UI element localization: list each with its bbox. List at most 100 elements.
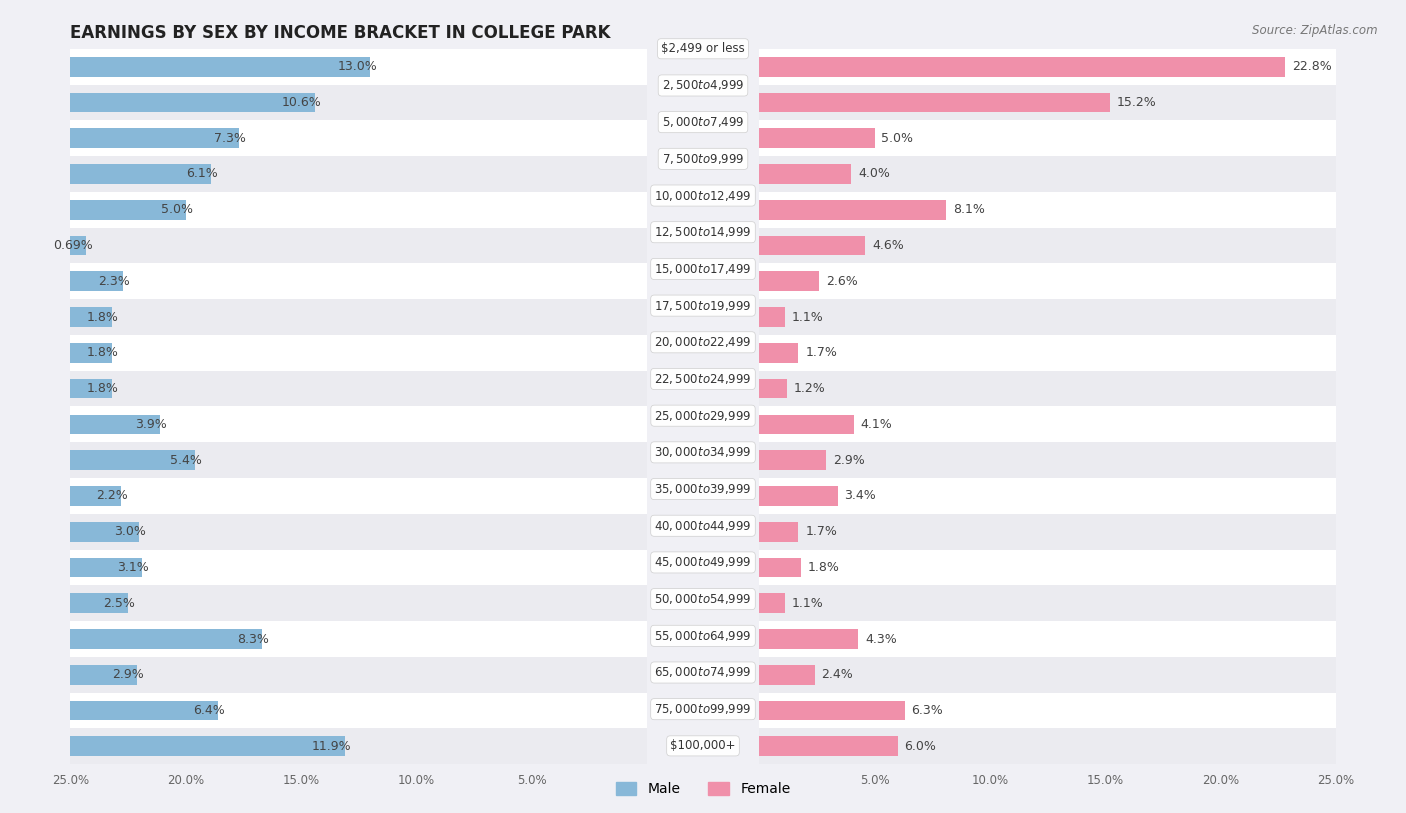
Text: 2.6%: 2.6% [827,275,858,288]
Bar [759,629,859,649]
Bar [759,621,1336,657]
Text: $55,000 to $64,999: $55,000 to $64,999 [654,628,752,643]
Text: 4.6%: 4.6% [872,239,904,252]
Bar [70,478,647,514]
Text: $65,000 to $74,999: $65,000 to $74,999 [654,666,752,680]
Bar [70,558,142,577]
Bar [759,657,1336,693]
Bar [759,728,1336,764]
Bar [759,192,1336,228]
Text: 13.0%: 13.0% [337,60,377,73]
Text: $20,000 to $22,499: $20,000 to $22,499 [654,335,752,350]
Bar [759,236,865,255]
Text: $100,000+: $100,000+ [671,739,735,752]
Bar [70,343,112,363]
Text: 6.3%: 6.3% [911,704,943,717]
Text: 2.4%: 2.4% [821,668,853,681]
Text: 1.1%: 1.1% [792,597,824,610]
Text: $12,500 to $14,999: $12,500 to $14,999 [654,225,752,239]
Bar [70,299,647,335]
Text: 11.9%: 11.9% [312,740,352,753]
Text: EARNINGS BY SEX BY INCOME BRACKET IN COLLEGE PARK: EARNINGS BY SEX BY INCOME BRACKET IN COL… [70,24,610,42]
Bar [70,657,647,693]
Bar [70,701,218,720]
Text: 6.4%: 6.4% [193,704,225,717]
Bar [70,486,121,506]
Text: 5.4%: 5.4% [170,454,201,467]
Text: 2.9%: 2.9% [112,668,143,681]
Bar [759,343,799,363]
Bar [70,335,647,371]
Bar [70,307,112,327]
Bar [70,629,262,649]
Bar [759,299,1336,335]
Bar [70,665,138,685]
Bar [70,415,160,434]
Bar [759,49,1336,85]
Bar [70,93,315,112]
Bar [70,522,139,541]
Bar [70,514,647,550]
Bar [759,737,897,756]
Bar [70,85,647,120]
Bar [70,593,128,613]
Text: 5.0%: 5.0% [160,203,193,216]
Bar [759,593,785,613]
Bar [759,263,1336,299]
Text: $50,000 to $54,999: $50,000 to $54,999 [654,592,752,606]
Bar [759,693,1336,728]
Text: $45,000 to $49,999: $45,000 to $49,999 [654,555,752,569]
Text: 4.0%: 4.0% [859,167,890,180]
Bar [759,120,1336,156]
Text: 1.8%: 1.8% [87,382,118,395]
Bar [70,728,647,764]
Text: 6.0%: 6.0% [904,740,936,753]
Text: 22.8%: 22.8% [1292,60,1331,73]
Text: 4.3%: 4.3% [865,633,897,646]
Bar [70,585,647,621]
Bar [759,200,946,220]
Text: 3.4%: 3.4% [845,489,876,502]
Text: 10.6%: 10.6% [281,96,322,109]
Text: 7.3%: 7.3% [214,132,246,145]
Bar [70,57,370,76]
Text: $5,000 to $7,499: $5,000 to $7,499 [662,115,744,129]
Text: 1.8%: 1.8% [87,311,118,324]
Legend: Male, Female: Male, Female [610,777,796,802]
Text: 8.1%: 8.1% [953,203,984,216]
Bar [759,701,904,720]
Bar [70,693,647,728]
Bar [70,450,195,470]
Text: 2.3%: 2.3% [98,275,131,288]
Text: $17,500 to $19,999: $17,500 to $19,999 [654,298,752,313]
Text: 2.5%: 2.5% [103,597,135,610]
Text: Source: ZipAtlas.com: Source: ZipAtlas.com [1253,24,1378,37]
Bar [70,371,647,406]
Bar [759,379,787,398]
Bar [70,228,647,263]
Text: $40,000 to $44,999: $40,000 to $44,999 [654,519,752,533]
Bar [759,93,1109,112]
Bar [759,486,838,506]
Text: 5.0%: 5.0% [882,132,914,145]
Bar [70,621,647,657]
Bar [759,558,801,577]
Text: $10,000 to $12,499: $10,000 to $12,499 [654,189,752,202]
Bar [759,371,1336,406]
Text: 1.7%: 1.7% [806,525,837,538]
Text: 2.9%: 2.9% [832,454,865,467]
Bar [70,156,647,192]
Text: $15,000 to $17,499: $15,000 to $17,499 [654,262,752,276]
Bar [759,57,1285,76]
Bar [759,272,820,291]
Text: $22,500 to $24,999: $22,500 to $24,999 [654,372,752,386]
Bar [70,272,124,291]
Text: $30,000 to $34,999: $30,000 to $34,999 [654,446,752,459]
Bar [70,192,647,228]
Text: $35,000 to $39,999: $35,000 to $39,999 [654,482,752,496]
Text: 4.1%: 4.1% [860,418,893,431]
Bar [759,128,875,148]
Bar [70,550,647,585]
Text: 0.69%: 0.69% [53,239,93,252]
Bar [70,406,647,442]
